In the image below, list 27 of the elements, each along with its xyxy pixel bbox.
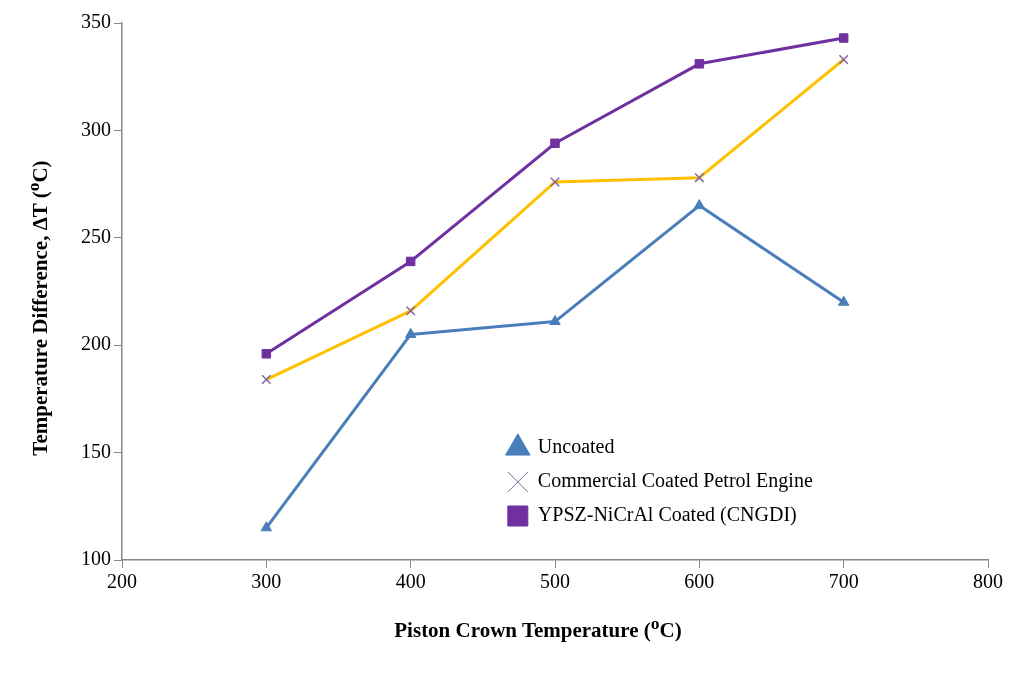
point [405, 256, 416, 267]
point [694, 59, 705, 69]
x-tick-label: 600 [684, 570, 715, 593]
point [404, 327, 417, 338]
point [837, 295, 850, 306]
point [261, 349, 272, 359]
point [693, 199, 706, 210]
x-tick-label: 700 [828, 570, 859, 593]
legend-label: Commercial Coated Petrol Engine [537, 469, 813, 493]
x-axis-title: Piston Crown Temperature ($^{o}$C) [393, 613, 683, 643]
legend-label: Uncoated [537, 435, 615, 458]
y-tick-label: 250 [81, 225, 111, 248]
x-tick-label: 300 [251, 570, 282, 593]
point [550, 138, 560, 149]
legend-label: YPSZ-NiCrAl Coated (CNGDI) [537, 503, 797, 527]
point [549, 315, 561, 326]
x-tick-label: 200 [107, 570, 137, 593]
point [838, 33, 849, 43]
y-tick-label: 350 [81, 10, 111, 33]
y-tick-label: 300 [81, 117, 111, 140]
x-tick-label: 500 [540, 570, 570, 593]
point [260, 521, 273, 532]
y-tick-label: 200 [81, 332, 111, 355]
y-tick-label: 150 [81, 439, 111, 462]
y-tick-label: 100 [81, 547, 111, 570]
x-tick-label: 400 [395, 570, 426, 593]
x-tick-label: 800 [973, 570, 1003, 593]
